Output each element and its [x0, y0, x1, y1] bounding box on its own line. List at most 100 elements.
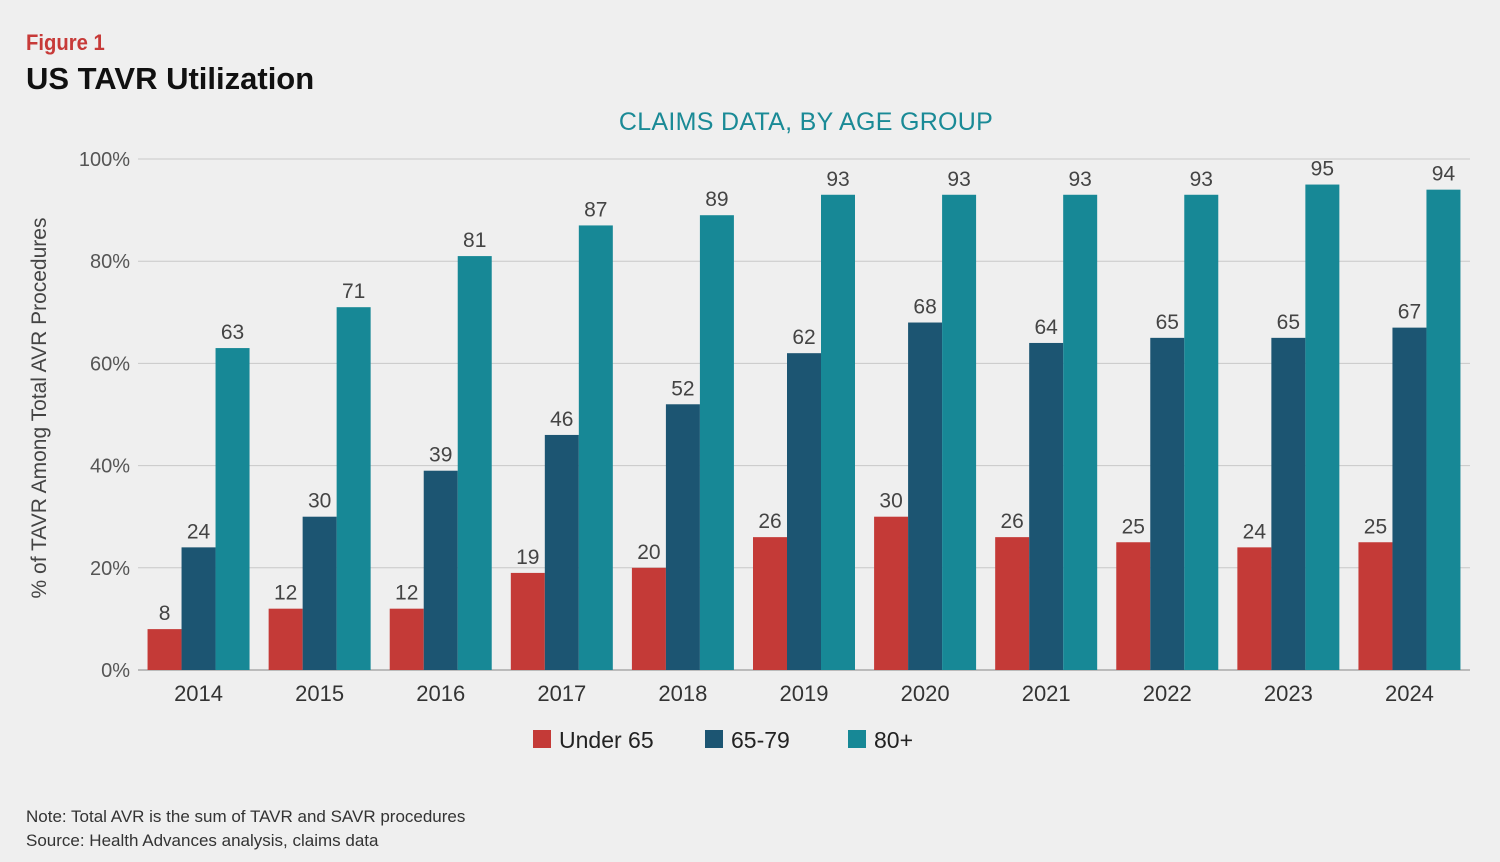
legend-swatch — [705, 730, 723, 748]
chart-title: US TAVR Utilization — [26, 61, 315, 96]
bar-65-79-2020 — [908, 322, 943, 670]
bar-80--2022 — [1184, 194, 1219, 670]
data-label: 46 — [550, 408, 573, 431]
bar-under-65-2018 — [631, 567, 666, 670]
bar-65-79-2021 — [1029, 342, 1064, 670]
data-labels: 8 24 63 12 30 71 12 39 81 19 46 87 20 52 89 26 62 93 30 68 9… — [159, 158, 1456, 626]
data-label: 12 — [274, 582, 297, 605]
bar-80--2016 — [457, 256, 492, 670]
data-label: 64 — [1035, 316, 1059, 339]
bar-80--2019 — [821, 194, 855, 670]
bar-under-65-2016 — [389, 608, 424, 670]
bar-under-65-2024 — [1358, 542, 1393, 670]
bars — [147, 184, 1461, 671]
legend-swatch — [848, 730, 866, 748]
data-label: 52 — [671, 377, 694, 400]
y-tick-label: 40% — [90, 456, 130, 478]
data-label: 62 — [792, 326, 815, 349]
data-label: 24 — [1243, 520, 1267, 543]
legend-label: 65-79 — [731, 727, 790, 753]
data-label: 93 — [1069, 168, 1092, 191]
data-label: 25 — [1122, 515, 1145, 538]
bar-80--2015 — [336, 307, 371, 670]
bar-under-65-2017 — [510, 572, 545, 670]
x-tick-label: 2022 — [1143, 681, 1192, 706]
bar-under-65-2021 — [995, 537, 1030, 670]
data-label: 67 — [1398, 301, 1421, 324]
footnote-note: Note: Total AVR is the sum of TAVR and S… — [26, 807, 466, 826]
data-label: 25 — [1364, 515, 1387, 538]
y-tick-label: 20% — [90, 558, 130, 580]
bar-65-79-2023 — [1271, 337, 1306, 670]
x-tick-label: 2020 — [901, 681, 950, 706]
y-tick-label: 0% — [101, 660, 130, 682]
x-tick-label: 2021 — [1022, 681, 1071, 706]
x-tick-label: 2016 — [416, 681, 465, 706]
data-label: 93 — [947, 168, 970, 191]
data-label: 30 — [308, 490, 331, 513]
legend-swatch — [533, 730, 551, 748]
legend: Under 65 65-79 80+ — [533, 727, 913, 753]
data-label: 89 — [705, 188, 728, 211]
data-label: 65 — [1156, 311, 1179, 334]
bar-65-79-2017 — [544, 434, 579, 670]
data-label: 24 — [187, 520, 211, 543]
bar-80--2024 — [1426, 189, 1461, 670]
data-label: 30 — [879, 490, 902, 513]
bar-65-79-2024 — [1392, 327, 1427, 670]
data-label: 94 — [1432, 163, 1456, 186]
x-axis-ticks: 2014 2015 2016 2017 2018 2019 2020 2021 2022 2023… — [174, 681, 1434, 706]
data-label: 65 — [1277, 311, 1300, 334]
bar-under-65-2019 — [753, 537, 787, 670]
bar-under-65-2015 — [268, 608, 303, 670]
x-tick-label: 2014 — [174, 681, 223, 706]
data-label: 81 — [463, 229, 486, 252]
bar-65-79-2016 — [423, 470, 458, 670]
bar-80--2017 — [578, 225, 613, 670]
data-label: 71 — [342, 280, 365, 303]
bar-under-65-2014 — [147, 629, 182, 670]
footnotes: Note: Total AVR is the sum of TAVR and S… — [26, 805, 465, 853]
bar-65-79-2022 — [1150, 337, 1185, 670]
data-label: 93 — [1190, 168, 1213, 191]
data-label: 63 — [221, 321, 244, 344]
x-tick-label: 2015 — [295, 681, 344, 706]
bar-65-79-2015 — [302, 516, 337, 670]
y-tick-label: 80% — [90, 251, 130, 273]
footnote-source: Source: Health Advances analysis, claims… — [26, 831, 379, 850]
data-label: 8 — [159, 602, 171, 625]
bar-under-65-2020 — [874, 516, 909, 670]
bar-under-65-2023 — [1237, 547, 1272, 670]
y-tick-label: 100% — [79, 149, 130, 171]
bar-under-65-2022 — [1116, 542, 1151, 670]
bar-80--2021 — [1063, 194, 1098, 670]
legend-label: Under 65 — [559, 727, 654, 753]
data-label: 68 — [913, 296, 936, 319]
bar-80--2018 — [699, 215, 734, 670]
data-label: 26 — [1001, 510, 1024, 533]
bar-65-79-2014 — [181, 547, 216, 670]
bar-65-79-2018 — [665, 404, 700, 670]
y-axis-ticks: 0% 20% 40% 60% 80% 100% — [79, 149, 130, 682]
bar-80--2014 — [215, 348, 250, 670]
x-tick-label: 2023 — [1264, 681, 1313, 706]
x-tick-label: 2017 — [537, 681, 586, 706]
data-label: 19 — [516, 546, 539, 569]
y-tick-label: 60% — [90, 353, 130, 375]
figure-label: Figure 1 — [26, 30, 105, 55]
data-label: 12 — [395, 582, 418, 605]
x-tick-label: 2019 — [780, 681, 829, 706]
data-label: 20 — [637, 541, 660, 564]
bar-65-79-2019 — [787, 353, 821, 670]
legend-label: 80+ — [874, 727, 913, 753]
bar-80--2020 — [942, 194, 977, 670]
data-label: 26 — [758, 510, 781, 533]
x-tick-label: 2018 — [658, 681, 707, 706]
data-label: 95 — [1311, 158, 1334, 181]
data-label: 87 — [584, 198, 607, 221]
data-label: 39 — [429, 444, 452, 467]
data-label: 93 — [826, 168, 849, 191]
y-axis-label: % of TAVR Among Total AVR Procedures — [28, 218, 51, 599]
bar-80--2023 — [1305, 184, 1340, 671]
